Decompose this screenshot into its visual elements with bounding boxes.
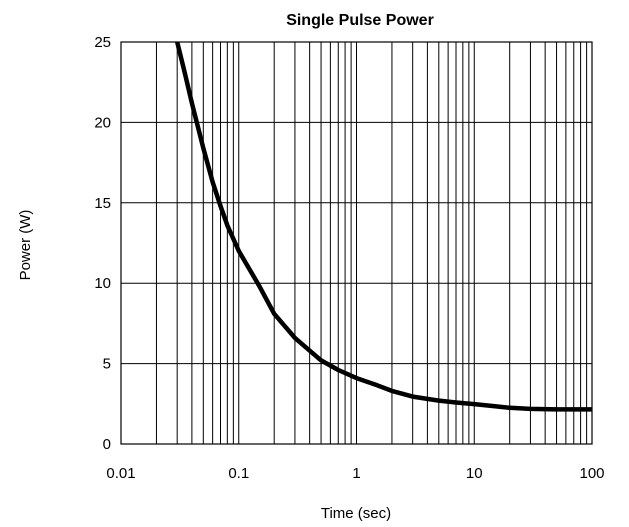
y-tick-label: 20 — [94, 114, 111, 131]
tick-labels: 0.01 0.1 1 10 100 0 5 10 15 20 25 — [94, 34, 604, 482]
power-curve — [175, 41, 592, 412]
y-tick-label: 15 — [94, 195, 111, 212]
series-layer — [175, 41, 592, 412]
y-tick-label: 10 — [94, 275, 111, 292]
y-tick-label: 0 — [103, 436, 111, 453]
y-tick-label: 25 — [94, 34, 111, 51]
x-tick-label: 1 — [352, 465, 360, 482]
x-tick-label: 100 — [579, 465, 604, 482]
y-tick-label: 5 — [103, 356, 111, 373]
y-axis-label: Power (W) — [17, 210, 34, 281]
x-axis-label: Time (sec) — [321, 505, 391, 522]
x-tick-label: 0.1 — [228, 465, 249, 482]
plot-frame — [120, 41, 593, 445]
grid — [120, 41, 592, 445]
x-tick-label: 0.01 — [106, 465, 135, 482]
chart-title: Single Pulse Power — [286, 12, 434, 29]
axes — [120, 41, 593, 445]
x-tick-label: 10 — [466, 465, 483, 482]
